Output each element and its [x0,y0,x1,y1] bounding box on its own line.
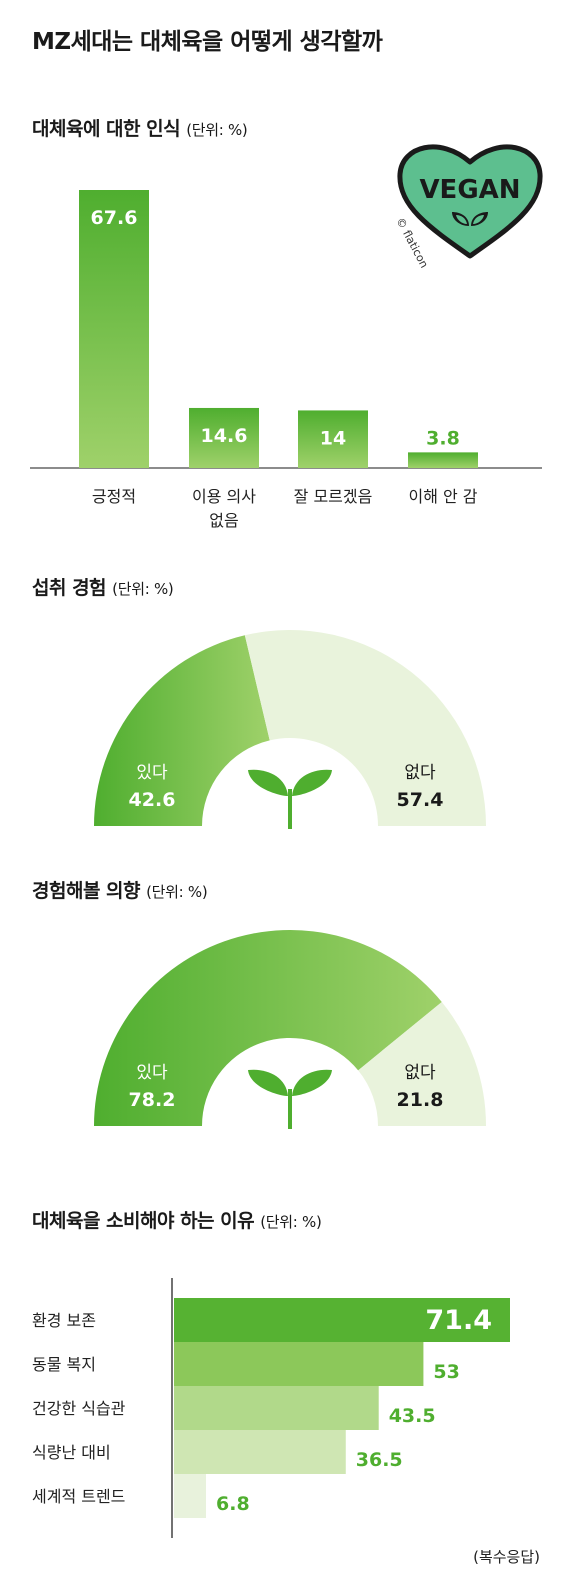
hbar-category-label: 세계적 트렌드 [32,1487,125,1506]
gauge-slice-yes [94,635,270,826]
gauge-value-yes: 42.6 [129,789,176,811]
category-label: 이용 의사 [192,487,256,506]
gauge-value-yes: 78.2 [129,1089,176,1111]
gauge-slice-no [244,630,486,826]
hbar [174,1474,206,1518]
sprout-icon [248,1069,332,1129]
reasons-unit: (단위: %) [260,1213,322,1231]
hbar [174,1430,346,1474]
category-label: 이해 안 감 [408,487,477,506]
vegan-heart-icon: VEGAN © flaticon [393,144,543,270]
perception-unit: (단위: %) [186,121,248,139]
experience-section-title: 섭취 경험 (단위: %) [32,573,174,600]
experience-unit: (단위: %) [112,580,174,598]
hbar-value-label: 71.4 [425,1305,492,1336]
category-label: 잘 모르겠음 [294,487,373,506]
hbar-category-label: 환경 보존 [32,1311,96,1330]
gauge-label-yes: 있다 [136,1063,168,1083]
hbar-category-label: 건강한 식습관 [32,1399,126,1418]
gauge-value-no: 21.8 [397,1089,444,1111]
hbar-value-label: 43.5 [389,1405,436,1427]
reasons-section-title: 대체육을 소비해야 하는 이유 (단위: %) [32,1206,322,1233]
bar-value-label: 67.6 [91,207,138,229]
hbar-value-label: 53 [433,1361,459,1383]
multiple-response-note: (복수응답) [473,1548,540,1566]
page-title: MZ세대는 대체육을 어떻게 생각할까 [32,29,383,55]
reasons-title-text: 대체육을 소비해야 하는 이유 [32,1210,255,1232]
hbar-value-label: 36.5 [356,1449,403,1471]
hbar [174,1298,510,1342]
hbar [174,1386,379,1430]
intention-title-text: 경험해볼 의향 [32,880,141,902]
bar [189,407,259,468]
gauge-slice-yes [94,930,442,1126]
experience-gauge-chart: 있다 42.6 없다 57.4 [94,630,486,829]
intention-section-title: 경험해볼 의향 (단위: %) [32,876,208,903]
hbar [174,1342,424,1386]
experience-title-text: 섭취 경험 [32,577,107,599]
intention-gauge-chart: 있다 78.2 없다 21.8 [94,930,486,1129]
gauge-label-no: 없다 [404,763,436,783]
sprout-icon [248,769,332,829]
bar [79,190,149,468]
gauge-label-no: 없다 [404,1063,436,1083]
gauge-slice-no [358,1002,486,1126]
bar-value-label: 14 [320,427,346,449]
hbar-value-label: 6.8 [216,1493,250,1515]
vegan-logo-text: VEGAN [419,175,520,205]
hbar-category-label: 식량난 대비 [32,1443,111,1462]
gauge-value-no: 57.4 [397,789,444,811]
gauge-label-yes: 있다 [136,763,168,783]
bar [298,410,368,468]
category-label: 긍정적 [92,487,136,506]
sprout-logo-icon [452,212,488,226]
perception-section-title: 대체육에 대한 인식 (단위: %) [32,114,248,141]
perception-title-text: 대체육에 대한 인식 [32,118,181,140]
category-label: 없음 [209,511,238,530]
reasons-hbar-chart: 환경 보존 71.4 동물 복지 53 건강한 식습관 43.5 식량난 대비 36.5 세계적… [32,1278,510,1538]
bar [408,452,478,468]
intention-unit: (단위: %) [146,883,208,901]
bar-value-label: 14.6 [201,425,248,447]
bar-value-label: 3.8 [426,427,460,449]
hbar-category-label: 동물 복지 [32,1355,96,1374]
